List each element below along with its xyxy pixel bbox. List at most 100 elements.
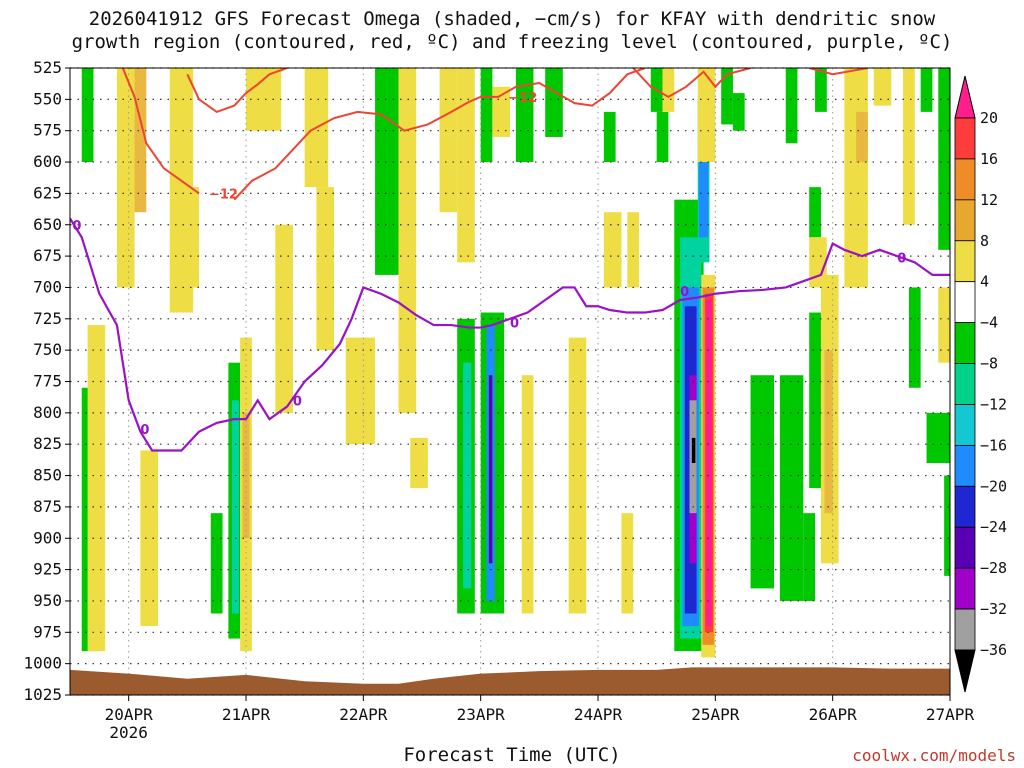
omega-region-31 (521, 375, 534, 614)
dgz-contour-0 (121, 68, 200, 195)
omega-region-60 (803, 513, 816, 601)
omega-region-69 (873, 68, 892, 106)
omega-region-22 (457, 68, 475, 263)
colorbar-segment-6 (954, 363, 976, 405)
omega-region-64 (815, 68, 827, 112)
y-tick-label-625: 625 (33, 183, 62, 202)
x-tick-label-20APR: 20APR (105, 705, 154, 724)
freezing-level-label-0: 0 (72, 219, 81, 234)
dgz-contour-2 (233, 68, 646, 201)
y-tick-label-875: 875 (33, 497, 62, 516)
y-tick-label-650: 650 (33, 215, 62, 234)
x-tick-label-22APR: 22APR (339, 705, 388, 724)
omega-region-49 (698, 136, 709, 238)
omega-region-0 (81, 68, 94, 163)
colorbar-segment-11 (954, 567, 976, 610)
colorbar-segment-5 (954, 322, 976, 364)
colorbar-segment-9 (954, 485, 976, 528)
y-tick-label-900: 900 (33, 528, 62, 547)
colorbar-segment-2 (954, 199, 976, 242)
omega-region-47 (691, 437, 696, 464)
omega-region-18 (375, 68, 399, 275)
colorbar-label-11: −28 (980, 559, 1007, 577)
freezing-level-layer: 0 0 0 0 0 0 (70, 217, 950, 452)
colorbar-label-10: −24 (980, 518, 1007, 536)
chart-title-line1: 2026041912 GFS Forecast Omega (shaded, −… (88, 8, 936, 30)
y-tick-label-750: 750 (33, 340, 62, 359)
colorbar-label-7: −12 (980, 395, 1007, 413)
x-axis-title: Forecast Time (UTC) (403, 744, 621, 766)
omega-region-16 (316, 187, 334, 351)
omega-region-7 (187, 187, 200, 288)
dgz-contour-3 (632, 68, 751, 98)
freezing-level-label-4: 0 (680, 285, 689, 300)
y-tick-label-1025: 1025 (23, 685, 62, 704)
colorbar-segment-0 (954, 117, 976, 160)
omega-region-54 (697, 68, 716, 163)
colorbar-label-2: 12 (980, 191, 998, 209)
colorbar-segment-4 (954, 281, 976, 324)
dgz-contour-label-1: −12 (508, 91, 537, 106)
y-axis: 525 550 575 600 625 650 675 700 725 750 775 800 825 8… (23, 58, 70, 704)
colorbar-segment-12 (954, 608, 976, 651)
colorbar-top-arrow (954, 75, 976, 119)
colorbar-label-13: −36 (980, 641, 1007, 659)
y-tick-label-850: 850 (33, 466, 62, 485)
omega-region-5 (140, 450, 158, 627)
omega-region-55 (721, 68, 733, 125)
x-tick-label-24APR: 24APR (574, 705, 623, 724)
omega-region-70 (903, 68, 915, 225)
terrain-surface (70, 667, 950, 695)
omega-region-72 (920, 68, 933, 112)
freezing-level-label-1: 0 (140, 423, 149, 438)
omega-region-2 (87, 325, 106, 652)
omega-region-21 (439, 68, 458, 213)
omega-region-56 (732, 93, 745, 131)
dgz-contour-layer: −12 −12 (121, 68, 869, 202)
omega-region-20 (410, 437, 428, 489)
omega-region-61 (809, 187, 821, 238)
omega-region-8 (210, 513, 223, 614)
freezing-level-label-5: 0 (897, 251, 906, 266)
colorbar: 20 16 12 8 4 −4 −8 −12 −16 −20 −24 −28 −32 −36 (954, 75, 1007, 693)
omega-region-37 (621, 513, 634, 614)
colorbar-label-1: 16 (980, 150, 998, 168)
y-tick-label-950: 950 (33, 591, 62, 610)
omega-region-76 (944, 475, 950, 576)
y-tick-label-525: 525 (33, 58, 62, 77)
colorbar-segment-7 (954, 404, 976, 446)
omega-region-17 (345, 337, 376, 445)
x-tick-sublabel-20APR: 2026 (109, 723, 148, 742)
colorbar-label-0: 20 (980, 109, 998, 127)
colorbar-label-9: −20 (980, 477, 1007, 495)
colorbar-bottom-arrow (954, 649, 976, 693)
y-tick-label-925: 925 (33, 560, 62, 579)
colorbar-segment-1 (954, 158, 976, 201)
omega-region-39 (656, 111, 669, 163)
y-tick-label-775: 775 (33, 372, 62, 391)
y-tick-label-675: 675 (33, 246, 62, 265)
dgz-contour-1 (186, 68, 288, 114)
omega-region-33 (568, 337, 587, 614)
y-tick-label-975: 975 (33, 622, 62, 641)
omega-region-62 (809, 237, 827, 288)
x-tick-label-23APR: 23APR (457, 705, 506, 724)
colorbar-label-4: 4 (980, 273, 989, 291)
y-tick-label-550: 550 (33, 89, 62, 108)
x-tick-label-26APR: 26APR (809, 705, 858, 724)
omega-region-75 (938, 287, 950, 363)
omega-region-3 (116, 68, 135, 288)
freezing-level-label-2: 0 (293, 394, 302, 409)
dgz-contour-label-0: −12 (209, 187, 238, 202)
y-tick-label-800: 800 (33, 403, 62, 422)
credit-link[interactable]: coolwx.com/models (852, 746, 1016, 765)
colorbar-label-8: −16 (980, 436, 1007, 454)
omega-region-57 (750, 375, 774, 589)
x-tick-label-21APR: 21APR (222, 705, 271, 724)
y-tick-label-575: 575 (33, 121, 62, 140)
omega-region-58 (779, 375, 804, 601)
terrain-layer (70, 667, 950, 695)
omega-region-30 (515, 68, 534, 163)
omega-region-40 (662, 68, 675, 112)
